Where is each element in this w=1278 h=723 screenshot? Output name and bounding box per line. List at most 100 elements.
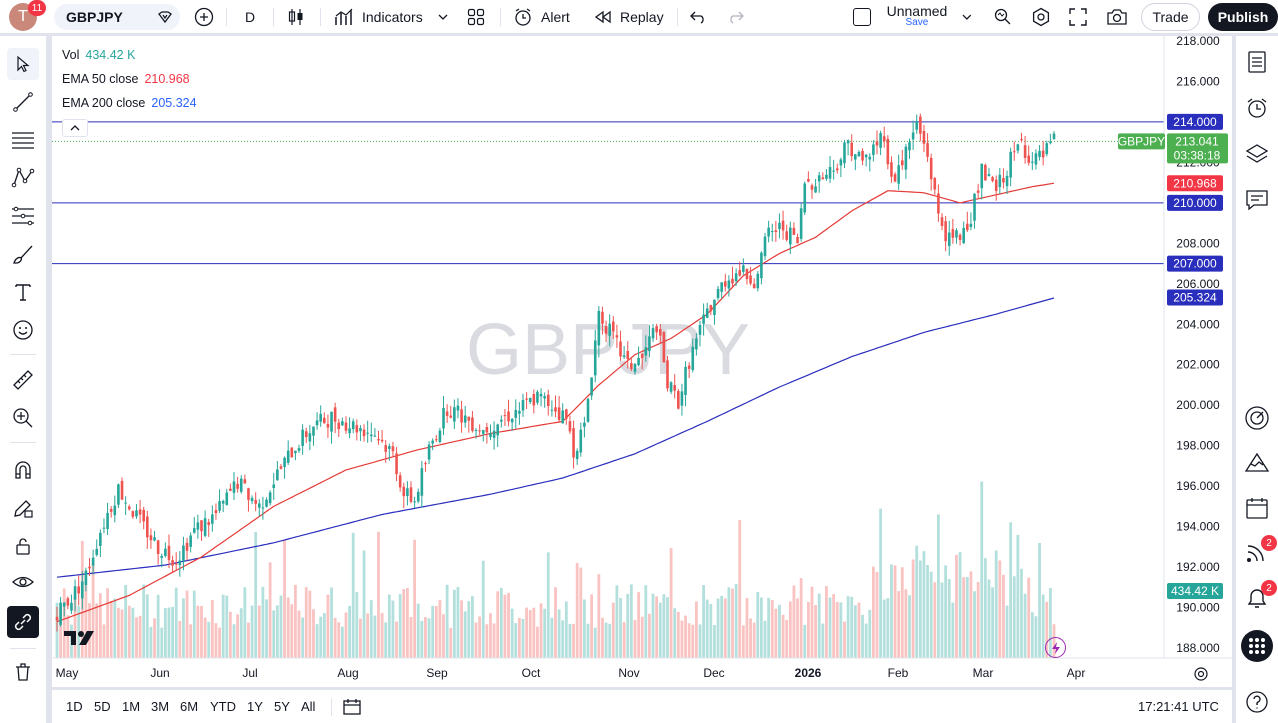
candle-body [691,346,695,371]
text-tool[interactable] [7,276,39,308]
drawing-toolbar [0,36,46,723]
calendar-button[interactable] [1241,492,1273,524]
ema200-legend[interactable]: EMA 200 close 205.324 [62,96,197,110]
watchlist-button[interactable] [1241,46,1273,78]
cursor-tool[interactable] [7,48,39,80]
volume-bar [427,618,431,658]
volume-bar [261,586,265,658]
object-tree-button[interactable] [1241,138,1273,170]
candle-body [174,563,178,565]
fib-tool[interactable] [7,124,39,156]
ideas-stream-button[interactable]: 2 [1241,535,1277,569]
drawing-mode-tool[interactable] [7,492,39,524]
volume-bar [185,590,189,658]
timeframe-5d-button[interactable]: 5D [94,699,111,714]
brush-tool[interactable] [7,238,39,270]
collapse-legend-button[interactable] [62,119,88,137]
volume-bar [814,605,817,658]
trend-line-tool[interactable] [7,86,39,118]
candle-body [637,357,640,366]
redo-button[interactable] [728,0,746,34]
alert-button[interactable]: Alert [513,0,577,34]
lock-tool[interactable] [7,530,39,562]
chat-button[interactable] [1241,184,1273,216]
compare-symbol-button[interactable] [193,0,215,34]
price-chart[interactable]: GBPJPY 218.000216.000212.000208.000206.0… [52,36,1232,687]
interval-button[interactable]: D [245,9,256,25]
volume-label-bg [1167,583,1223,599]
volume-bar [723,598,727,658]
pattern-tool[interactable] [7,162,39,194]
checkbox-icon[interactable] [853,8,871,26]
quick-search-button[interactable] [993,0,1015,34]
fullscreen-button[interactable] [1069,0,1089,34]
timeframe-6m-button[interactable]: 6M [180,699,199,714]
symbol-search[interactable]: GBPJPY [54,4,180,30]
chevron-down-icon[interactable] [961,11,973,23]
candle-body [127,506,131,510]
undo-button[interactable] [690,0,708,34]
horizontal-lines[interactable] [52,121,1164,265]
timeframe-1d-button[interactable]: 1D [66,699,83,714]
lightning-icon [1051,641,1060,654]
volume-bar [525,607,529,658]
measure-tool[interactable] [7,364,39,396]
timeframe-1m-button[interactable]: 1M [122,699,141,714]
icon-tool[interactable] [7,314,39,346]
screener-button[interactable] [1241,402,1273,434]
snapshot-button[interactable] [1106,0,1128,34]
volume-bar [510,608,514,658]
candle-body [276,469,279,481]
time-tick-label: Aug [337,666,358,680]
remove-drawings-tool[interactable] [7,656,39,688]
top-toolbar: T 11 GBPJPY D Indicators Alert [0,0,1278,34]
indicators-button[interactable]: Indicators [334,0,454,34]
candle-body [810,185,814,190]
volume-bar [283,540,286,658]
ticker-info-icon[interactable] [157,9,173,25]
candle-body [294,450,297,454]
replay-button[interactable]: Replay [594,0,666,34]
notifications-button[interactable]: 2 [1241,580,1277,614]
candle-body [673,385,677,391]
chart-pane[interactable]: GBPJPY 218.000216.000212.000208.000206.0… [52,36,1232,687]
divider [331,698,332,716]
visibility-tool[interactable] [7,566,39,598]
alerts-panel-button[interactable] [1241,92,1273,124]
help-button[interactable] [1241,686,1273,718]
volume-bar [528,610,532,658]
timeframe-ytd-button[interactable]: YTD [210,699,236,714]
timeframe-5y-button[interactable]: 5Y [274,699,290,714]
pine-editor-button[interactable] [1241,446,1273,478]
flash-icon-button[interactable] [1045,637,1066,658]
volume-bar [720,595,724,658]
trade-button[interactable]: Trade [1141,3,1200,31]
utc-clock[interactable]: 17:21:41 UTC [1138,699,1219,714]
chevron-down-icon[interactable] [437,11,449,23]
help-icon [1246,691,1268,713]
date-range-button[interactable] [342,690,364,723]
sync-drawings-tool[interactable] [7,606,39,638]
publish-button[interactable]: Publish [1208,3,1278,31]
volume-bar [857,602,861,658]
volume-bar [294,584,297,658]
layouts-button[interactable] [467,0,487,34]
timeframe-all-button[interactable]: All [301,699,316,714]
forecast-tool[interactable] [7,200,39,232]
magnet-tool[interactable] [7,454,39,486]
zoom-tool[interactable] [7,402,39,434]
layout-select[interactable]: Unnamed Save [853,0,973,34]
timeframe-1y-button[interactable]: 1Y [247,699,263,714]
chart-type-button[interactable] [286,0,308,34]
candle-body [749,275,752,284]
last-price-text: 213.041 [1175,134,1219,148]
axis-settings-button[interactable] [1192,665,1210,683]
volume-legend[interactable]: Vol 434.42 K [62,48,135,62]
tradingview-logo[interactable] [64,630,96,651]
volume-bar [254,531,258,658]
candle-body [828,167,832,179]
ema50-legend[interactable]: EMA 50 close 210.968 [62,72,190,86]
settings-button[interactable] [1031,0,1053,34]
apps-button[interactable] [1241,630,1273,662]
timeframe-3m-button[interactable]: 3M [151,699,170,714]
